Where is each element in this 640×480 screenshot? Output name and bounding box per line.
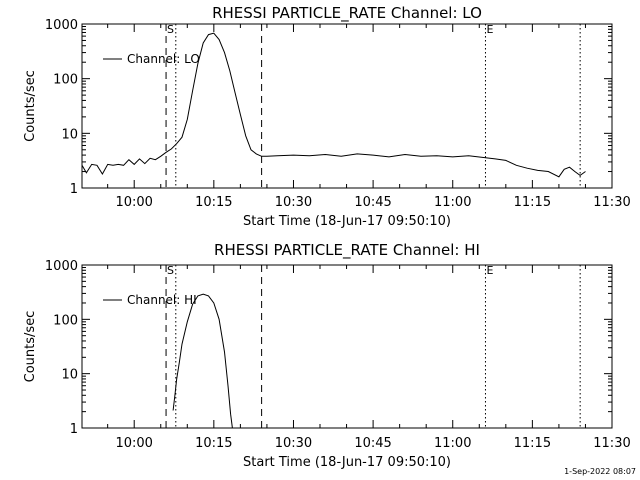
y-axis-label: Counts/sec — [23, 311, 38, 383]
panel-hi: 1 10 100 1000 10:00 10:15 10:30 10:45 11:00 11:15… — [23, 241, 631, 470]
y-tick-label: 1 — [70, 182, 78, 197]
x-tick-label: 10:00 — [115, 436, 152, 451]
plot-frame — [81, 23, 613, 189]
y-tick-label: 10 — [61, 368, 78, 383]
x-tick-label: 10:30 — [275, 195, 312, 210]
plot-frame — [81, 264, 613, 429]
series-line — [81, 32, 586, 178]
chart-title: RHESSI PARTICLE_RATE Channel: LO — [212, 4, 482, 23]
annotation-marker: E — [486, 23, 493, 36]
x-tick-label: 11:15 — [514, 195, 551, 210]
x-tick-label: 11:30 — [593, 436, 630, 451]
x-tick-label: 10:45 — [354, 436, 391, 451]
x-tick-label: 10:00 — [115, 195, 152, 210]
y-tick-label: 10 — [61, 127, 78, 142]
timestamp-stamp: 1-Sep-2022 08:07 — [564, 467, 636, 476]
y-tick-label: 1 — [70, 422, 78, 437]
x-tick-label: 10:30 — [275, 436, 312, 451]
legend-label: Channel: HI — [127, 293, 197, 307]
x-tick-label: 11:30 — [593, 195, 630, 210]
x-tick-label: 11:15 — [514, 436, 551, 451]
y-tick-label: 1000 — [45, 259, 78, 274]
x-axis-label: Start Time (18-Jun-17 09:50:10) — [243, 455, 451, 470]
y-tick-label: 100 — [53, 313, 78, 328]
panel-lo: 1 10 100 1000 10:00 10:15 10:30 10:45 11:00 11:15… — [23, 4, 631, 229]
chart-title: RHESSI PARTICLE_RATE Channel: HI — [214, 241, 480, 260]
y-tick-label: 100 — [53, 73, 78, 88]
y-tick-label: 1000 — [45, 18, 78, 33]
x-tick-label: 10:15 — [195, 195, 232, 210]
x-tick-label: 10:15 — [195, 436, 232, 451]
series-line — [172, 293, 233, 429]
x-tick-label: 11:00 — [434, 436, 471, 451]
legend-label: Channel: LO — [127, 52, 200, 66]
x-tick-label: 11:00 — [434, 195, 471, 210]
annotation-marker: S — [167, 264, 174, 277]
annotation-marker: S — [167, 23, 174, 36]
annotation-marker: E — [486, 264, 493, 277]
x-tick-label: 10:45 — [354, 195, 391, 210]
y-axis-label: Counts/sec — [23, 70, 38, 142]
x-axis-label: Start Time (18-Jun-17 09:50:10) — [243, 214, 451, 229]
